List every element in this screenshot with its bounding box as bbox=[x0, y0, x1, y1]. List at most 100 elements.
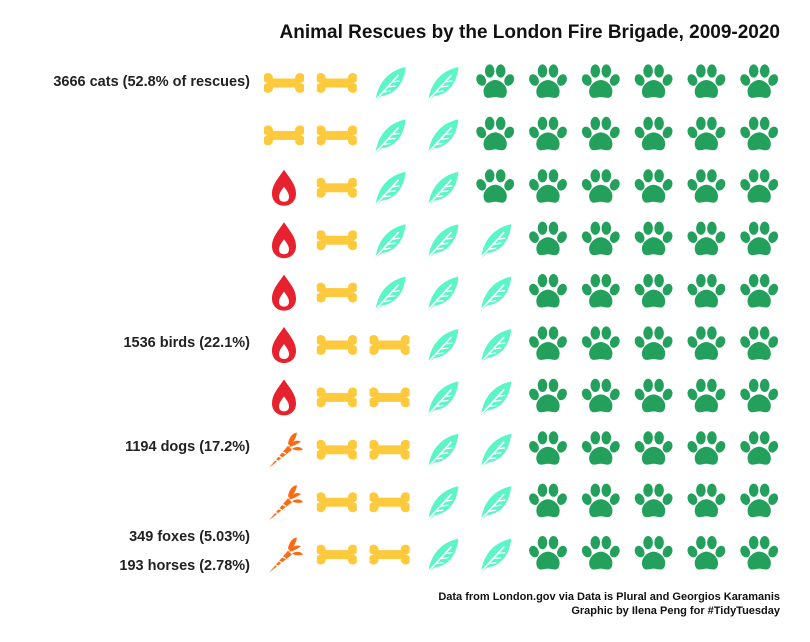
birds-feather-icon bbox=[480, 328, 513, 364]
label-foxes: 349 foxes (5.03%) bbox=[129, 529, 250, 545]
cats-paw-icon bbox=[739, 483, 780, 518]
cats-paw-icon bbox=[686, 483, 727, 518]
birds-feather-icon bbox=[427, 432, 460, 469]
label-dogs: 1194 dogs (17.2%) bbox=[125, 439, 250, 455]
birds-feather-icon bbox=[427, 537, 460, 574]
dogs-bone-icon bbox=[316, 282, 357, 303]
foxes-flame-icon bbox=[272, 169, 296, 206]
cats-paw-icon bbox=[528, 326, 568, 360]
birds-feather-icon bbox=[480, 485, 513, 522]
cats-paw-icon bbox=[739, 326, 780, 360]
dogs-bone-icon bbox=[316, 230, 357, 251]
cats-paw-icon bbox=[739, 431, 780, 465]
cats-paw-icon bbox=[686, 536, 727, 570]
dogs-bone-icon bbox=[369, 439, 410, 460]
birds-feather-icon bbox=[374, 275, 407, 312]
birds-feather-icon bbox=[374, 118, 407, 155]
cats-paw-icon bbox=[475, 64, 516, 98]
horses-carrot-icon bbox=[268, 484, 304, 521]
foxes-flame-icon bbox=[272, 327, 296, 363]
cats-paw-icon bbox=[739, 221, 780, 256]
dogs-bone-icon bbox=[316, 73, 357, 93]
cats-paw-icon bbox=[580, 116, 621, 151]
caption-credit: Graphic by Ilena Peng for #TidyTuesday bbox=[571, 605, 781, 617]
cats-paw-icon bbox=[580, 274, 621, 308]
cats-paw-icon bbox=[528, 536, 568, 570]
dogs-bone-icon bbox=[369, 492, 410, 513]
cats-paw-icon bbox=[739, 536, 780, 570]
birds-feather-icon bbox=[374, 66, 407, 102]
cats-paw-icon bbox=[580, 431, 621, 465]
birds-feather-icon bbox=[427, 66, 460, 102]
waffle-cells bbox=[264, 64, 780, 574]
cats-paw-icon bbox=[580, 378, 621, 413]
cats-paw-icon bbox=[528, 378, 568, 413]
horses-carrot-icon bbox=[268, 536, 304, 574]
birds-feather-icon bbox=[374, 171, 407, 207]
cats-paw-icon bbox=[580, 221, 621, 256]
birds-feather-icon bbox=[427, 380, 460, 417]
birds-feather-icon bbox=[427, 275, 460, 312]
cats-paw-icon bbox=[633, 378, 674, 413]
cats-paw-icon bbox=[686, 431, 727, 465]
cats-paw-icon bbox=[633, 221, 674, 256]
label-birds: 1536 birds (22.1%) bbox=[123, 335, 250, 351]
birds-feather-icon bbox=[374, 223, 407, 260]
birds-feather-icon bbox=[427, 485, 460, 522]
foxes-flame-icon bbox=[272, 379, 296, 416]
dogs-bone-icon bbox=[316, 177, 357, 198]
chart-title: Animal Rescues by the London Fire Brigad… bbox=[280, 22, 781, 43]
cats-paw-icon bbox=[739, 169, 780, 203]
dogs-bone-icon bbox=[316, 544, 357, 565]
birds-feather-icon bbox=[427, 171, 460, 207]
birds-feather-icon bbox=[480, 432, 513, 469]
cats-paw-icon bbox=[580, 536, 621, 570]
foxes-flame-icon bbox=[272, 222, 296, 259]
cats-paw-icon bbox=[580, 64, 621, 98]
cats-paw-icon bbox=[739, 64, 780, 98]
cats-paw-icon bbox=[686, 221, 727, 256]
cats-paw-icon bbox=[633, 431, 674, 465]
label-cats: 3666 cats (52.8% of rescues) bbox=[53, 74, 250, 90]
dogs-bone-icon bbox=[264, 73, 304, 93]
cats-paw-icon bbox=[528, 221, 568, 256]
cats-paw-icon bbox=[686, 169, 727, 203]
birds-feather-icon bbox=[480, 380, 513, 417]
cats-paw-icon bbox=[739, 274, 780, 308]
foxes-flame-icon bbox=[272, 274, 296, 311]
dogs-bone-icon bbox=[316, 439, 357, 460]
dogs-bone-icon bbox=[369, 335, 410, 355]
cats-paw-icon bbox=[580, 326, 621, 360]
birds-feather-icon bbox=[480, 537, 513, 574]
birds-feather-icon bbox=[480, 223, 513, 260]
cats-paw-icon bbox=[528, 169, 568, 203]
cats-paw-icon bbox=[739, 116, 780, 151]
cats-paw-icon bbox=[633, 274, 674, 308]
cats-paw-icon bbox=[475, 116, 516, 151]
cats-paw-icon bbox=[686, 116, 727, 151]
cats-paw-icon bbox=[528, 483, 568, 518]
birds-feather-icon bbox=[427, 118, 460, 155]
cats-paw-icon bbox=[475, 169, 516, 203]
cats-paw-icon bbox=[633, 116, 674, 151]
cats-paw-icon bbox=[633, 483, 674, 518]
cats-paw-icon bbox=[739, 378, 780, 413]
cats-paw-icon bbox=[686, 326, 727, 360]
caption-source: Data from London.gov via Data is Plural … bbox=[438, 591, 780, 603]
cats-paw-icon bbox=[686, 64, 727, 98]
label-horses: 193 horses (2.78%) bbox=[119, 558, 250, 574]
cats-paw-icon bbox=[580, 483, 621, 518]
cats-paw-icon bbox=[528, 274, 568, 308]
cats-paw-icon bbox=[528, 431, 568, 465]
horses-carrot-icon bbox=[268, 432, 304, 469]
cats-paw-icon bbox=[633, 169, 674, 203]
birds-feather-icon bbox=[427, 223, 460, 260]
dogs-bone-icon bbox=[316, 125, 357, 146]
cats-paw-icon bbox=[686, 274, 727, 308]
cats-paw-icon bbox=[633, 64, 674, 98]
cats-paw-icon bbox=[633, 326, 674, 360]
category-labels: 3666 cats (52.8% of rescues) 1536 birds … bbox=[53, 74, 250, 574]
birds-feather-icon bbox=[427, 328, 460, 364]
dogs-bone-icon bbox=[316, 335, 357, 355]
